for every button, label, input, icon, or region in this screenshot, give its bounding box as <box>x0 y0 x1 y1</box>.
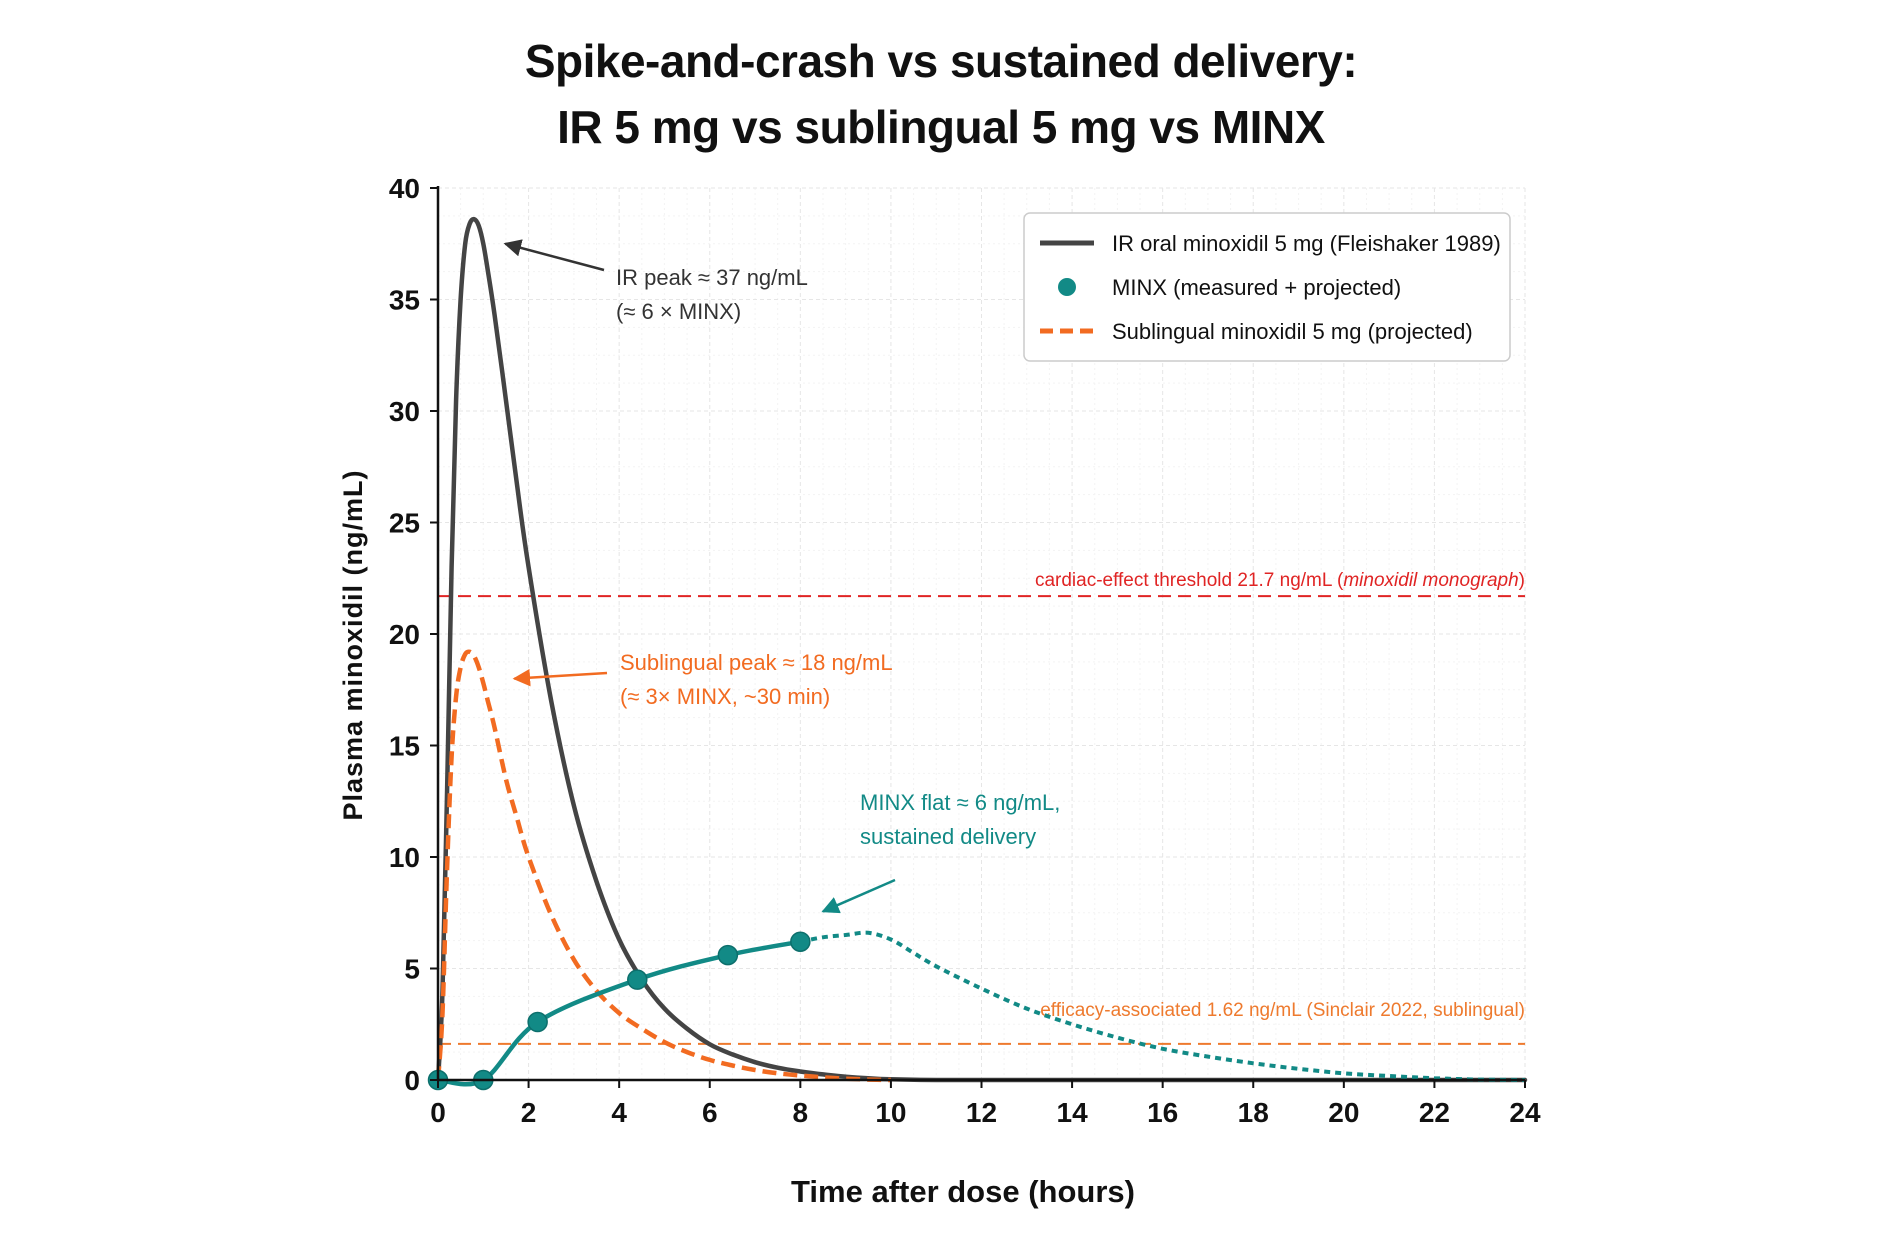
ir-peak-annotation-text: (≈ 6 × MINX) <box>616 299 741 324</box>
sublingual-series-line <box>435 649 891 1083</box>
y-tick-label: 30 <box>389 396 420 427</box>
ir-peak-annotation-arrow <box>503 239 605 272</box>
x-tick-label: 10 <box>875 1097 906 1128</box>
x-axis-label: Time after dose (hours) <box>791 1174 1135 1209</box>
reference-label-text: cardiac-effect threshold 21.7 ng/mL ( <box>1035 570 1344 591</box>
x-tick-label: 4 <box>611 1097 627 1128</box>
sublingual-peak-annotation-text: Sublingual peak ≈ 18 ng/mL <box>620 650 893 675</box>
y-tick-label: 15 <box>389 731 420 762</box>
y-tick-label: 20 <box>389 619 420 650</box>
legend-box <box>1023 212 1511 362</box>
y-tick-label: 35 <box>389 285 420 316</box>
cardiac-threshold-label: cardiac-effect threshold 21.7 ng/mL (min… <box>1035 570 1525 591</box>
efficacy-threshold-label: efficacy-associated 1.62 ng/mL (Sinclair… <box>1040 1000 1525 1021</box>
x-tick-label: 8 <box>793 1097 809 1128</box>
legend-ir-oral-label: IR oral minoxidil 5 mg (Fleishaker 1989) <box>1112 231 1501 256</box>
x-tick-label: 14 <box>1057 1097 1089 1128</box>
y-tick-label: 25 <box>389 508 420 539</box>
legend-minx-swatch <box>1058 278 1076 296</box>
chart-title-line-2: IR 5 mg vs sublingual 5 mg vs MINX <box>557 101 1325 153</box>
chart-title-line-1: Spike-and-crash vs sustained delivery: <box>524 35 1358 87</box>
legend: IR oral minoxidil 5 mg (Fleishaker 1989)… <box>1023 212 1511 362</box>
minx-measured-point <box>717 944 739 966</box>
x-tick-label: 24 <box>1509 1097 1541 1128</box>
x-tick-label: 18 <box>1238 1097 1269 1128</box>
sublingual-peak-annotation-text: (≈ 3× MINX, ~30 min) <box>620 684 830 709</box>
reference-label-text: efficacy-associated 1.62 ng/mL (Sinclair… <box>1040 1000 1525 1021</box>
y-axis-label: Plasma minoxidil (ng/mL) <box>338 469 368 820</box>
legend-sublingual-label: Sublingual minoxidil 5 mg (projected) <box>1112 319 1473 344</box>
x-tick-label: 2 <box>521 1097 537 1128</box>
legend-minx-label: MINX (measured + projected) <box>1112 275 1401 300</box>
minx-measured-point <box>527 1011 548 1033</box>
minx-flat-annotation-text: sustained delivery <box>860 824 1036 849</box>
minx-projected-line <box>799 930 1526 1082</box>
y-tick-label: 5 <box>404 954 420 985</box>
minx-measured-point <box>790 931 811 952</box>
reference-lines: cardiac-effect threshold 21.7 ng/mL (min… <box>438 570 1525 1045</box>
sublingual-peak-annotation-arrow <box>512 668 608 687</box>
annotations: IR peak ≈ 37 ng/mL (≈ 6 × MINX) Sublingual… <box>503 239 1060 914</box>
x-tick-label: 0 <box>430 1097 446 1128</box>
x-tick-label: 16 <box>1147 1097 1178 1128</box>
ir-peak-annotation-text: IR peak ≈ 37 ng/mL <box>616 265 808 290</box>
chart-title: Spike-and-crash vs sustained delivery: I… <box>0 28 1882 160</box>
minx-flat-annotation-arrow <box>821 878 896 914</box>
reference-label-close: ) <box>1519 570 1525 591</box>
x-tick-label: 20 <box>1328 1097 1359 1128</box>
x-tick-label: 6 <box>702 1097 718 1128</box>
x-tick-label: 22 <box>1419 1097 1450 1128</box>
reference-label-source: minoxidil monograph <box>1343 570 1518 591</box>
x-tick-label: 12 <box>966 1097 997 1128</box>
y-tick-label: 40 <box>389 173 420 204</box>
y-tick-label: 0 <box>404 1065 420 1096</box>
y-tick-label: 10 <box>389 842 420 873</box>
minx-measured-point <box>627 969 648 990</box>
minx-flat-annotation-text: MINX flat ≈ 6 ng/mL, <box>860 790 1060 815</box>
